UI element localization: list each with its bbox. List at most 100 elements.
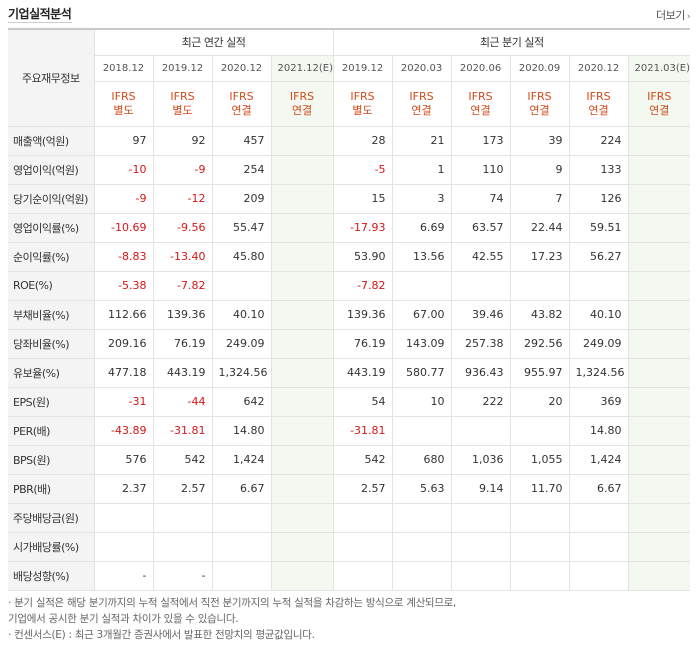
table-cell (270, 444, 334, 475)
table-cell: 92 (152, 125, 213, 156)
table-cell: 39 (509, 125, 570, 156)
table-cell: -9 (152, 154, 213, 185)
table-cell: 9 (509, 154, 570, 185)
table-row: 시가배당률(%) (8, 531, 691, 562)
table-cell: -8.83 (93, 241, 154, 272)
table-cell (152, 531, 213, 562)
table-cell (627, 357, 691, 388)
chevron-right-icon: › (686, 12, 691, 22)
table-cell (627, 299, 691, 330)
table-cell (627, 444, 691, 475)
table-cell: 222 (450, 386, 511, 417)
header-row-groups: 주요재무정보 최근 연간 실적 최근 분기 실적 (8, 28, 691, 127)
row-label: 주당배당금(원) (8, 502, 95, 533)
period-header: 2020.03 (391, 54, 452, 82)
table-cell: 1,036 (450, 444, 511, 475)
basis-label: 연결 (529, 103, 550, 117)
table-cell: 45.80 (211, 241, 272, 272)
table-cell: 7 (509, 183, 570, 214)
ifrs-basis-header: IFRS 별도 (332, 80, 393, 127)
table-row: ROE(%) -5.38 -7.82 -7.82 (8, 270, 691, 301)
table-cell (93, 502, 154, 533)
table-cell (627, 183, 691, 214)
table-cell: 20 (509, 386, 570, 417)
period-header: 2020.12 (211, 54, 272, 82)
ifrs-label: IFRS (350, 89, 375, 103)
table-cell: 28 (332, 125, 393, 156)
table-cell (627, 328, 691, 359)
period-header: 2020.06 (450, 54, 511, 82)
section-title: 기업실적분석 (8, 7, 72, 21)
table-cell (509, 502, 570, 533)
table-cell: 936.43 (450, 357, 511, 388)
ifrs-label: IFRS (229, 89, 254, 103)
table-cell (270, 357, 334, 388)
table-cell (450, 415, 511, 446)
section-header: 기업실적분석 더보기 › (8, 5, 691, 25)
period-header: 2020.09 (509, 54, 570, 82)
table-cell: 642 (211, 386, 272, 417)
table-cell (568, 560, 629, 591)
table-cell (270, 125, 334, 156)
table-cell: 443.19 (152, 357, 213, 388)
more-link[interactable]: 더보기 › (656, 7, 691, 23)
row-label: 영업이익(억원) (8, 154, 95, 185)
table-cell: -10.69 (93, 212, 154, 243)
table-row: 매출액(억원) 97 92 457 28 21 173 39 224 (8, 125, 691, 156)
table-cell (270, 212, 334, 243)
basis-label: 별도 (113, 103, 134, 117)
table-cell (568, 270, 629, 301)
footnote-line: · 컨센서스(E) : 최근 3개월간 증권사에서 발표한 전망치의 평균값입니… (8, 629, 315, 641)
more-link-label: 더보기 (656, 9, 685, 22)
table-cell (627, 154, 691, 185)
table-cell (211, 560, 272, 591)
table-cell: -9.56 (152, 212, 213, 243)
ifrs-label: IFRS (527, 89, 552, 103)
table-cell (627, 473, 691, 504)
table-cell: 10 (391, 386, 452, 417)
table-cell: 2.37 (93, 473, 154, 504)
ifrs-basis-header: IFRS 연결 (568, 80, 629, 127)
table-cell: -12 (152, 183, 213, 214)
ifrs-basis-header: IFRS 연결 (211, 80, 272, 127)
table-cell: 209.16 (93, 328, 154, 359)
table-cell: 1 (391, 154, 452, 185)
period-header: 2021.03(E) (627, 54, 691, 82)
table-cell (270, 154, 334, 185)
table-cell (627, 270, 691, 301)
table-cell: 97 (93, 125, 154, 156)
table-cell: -5 (332, 154, 393, 185)
table-cell (270, 473, 334, 504)
table-row: 순이익률(%) -8.83 -13.40 45.80 53.90 13.56 42.55 17… (8, 241, 691, 272)
table-cell (450, 502, 511, 533)
table-cell: 42.55 (450, 241, 511, 272)
table-cell: -31.81 (332, 415, 393, 446)
basis-label: 연결 (291, 103, 313, 117)
quarterly-group-header: 최근 분기 실적 (332, 28, 691, 56)
table-row: 부채비율(%) 112.66 139.36 40.10 139.36 67.00 39.46… (8, 299, 691, 330)
table-cell (509, 531, 570, 562)
table-cell: 955.97 (509, 357, 570, 388)
table-cell: 43.82 (509, 299, 570, 330)
table-cell (332, 560, 393, 591)
ifrs-label: IFRS (289, 89, 315, 103)
table-cell: 14.80 (568, 415, 629, 446)
row-label: 시가배당률(%) (8, 531, 95, 562)
row-label: 당기순이익(억원) (8, 183, 95, 214)
table-cell: -31.81 (152, 415, 213, 446)
table-cell: 209 (211, 183, 272, 214)
ifrs-basis-header: IFRS 연결 (391, 80, 452, 127)
table-cell: 13.56 (391, 241, 452, 272)
table-cell (270, 502, 334, 533)
table-row: PBR(배) 2.37 2.57 6.67 2.57 5.63 9.14 11.70 6.67 (8, 473, 691, 504)
table-cell: 54 (332, 386, 393, 417)
table-cell (270, 183, 334, 214)
table-cell (391, 270, 452, 301)
table-cell: 133 (568, 154, 629, 185)
table-cell: -44 (152, 386, 213, 417)
ifrs-label: IFRS (111, 89, 136, 103)
header-row-ifrs: IFRS 별도 IFRS 별도 IFRS 연결 IFRS 연결 IFRS 별도 IFRS 연결 IFRS… (8, 80, 691, 127)
header-row-dates: 2018.12 2019.12 2020.12 2021.12(E) 2019.12 20… (8, 54, 691, 82)
basis-label: 연결 (649, 103, 670, 117)
table-cell: 11.70 (509, 473, 570, 504)
